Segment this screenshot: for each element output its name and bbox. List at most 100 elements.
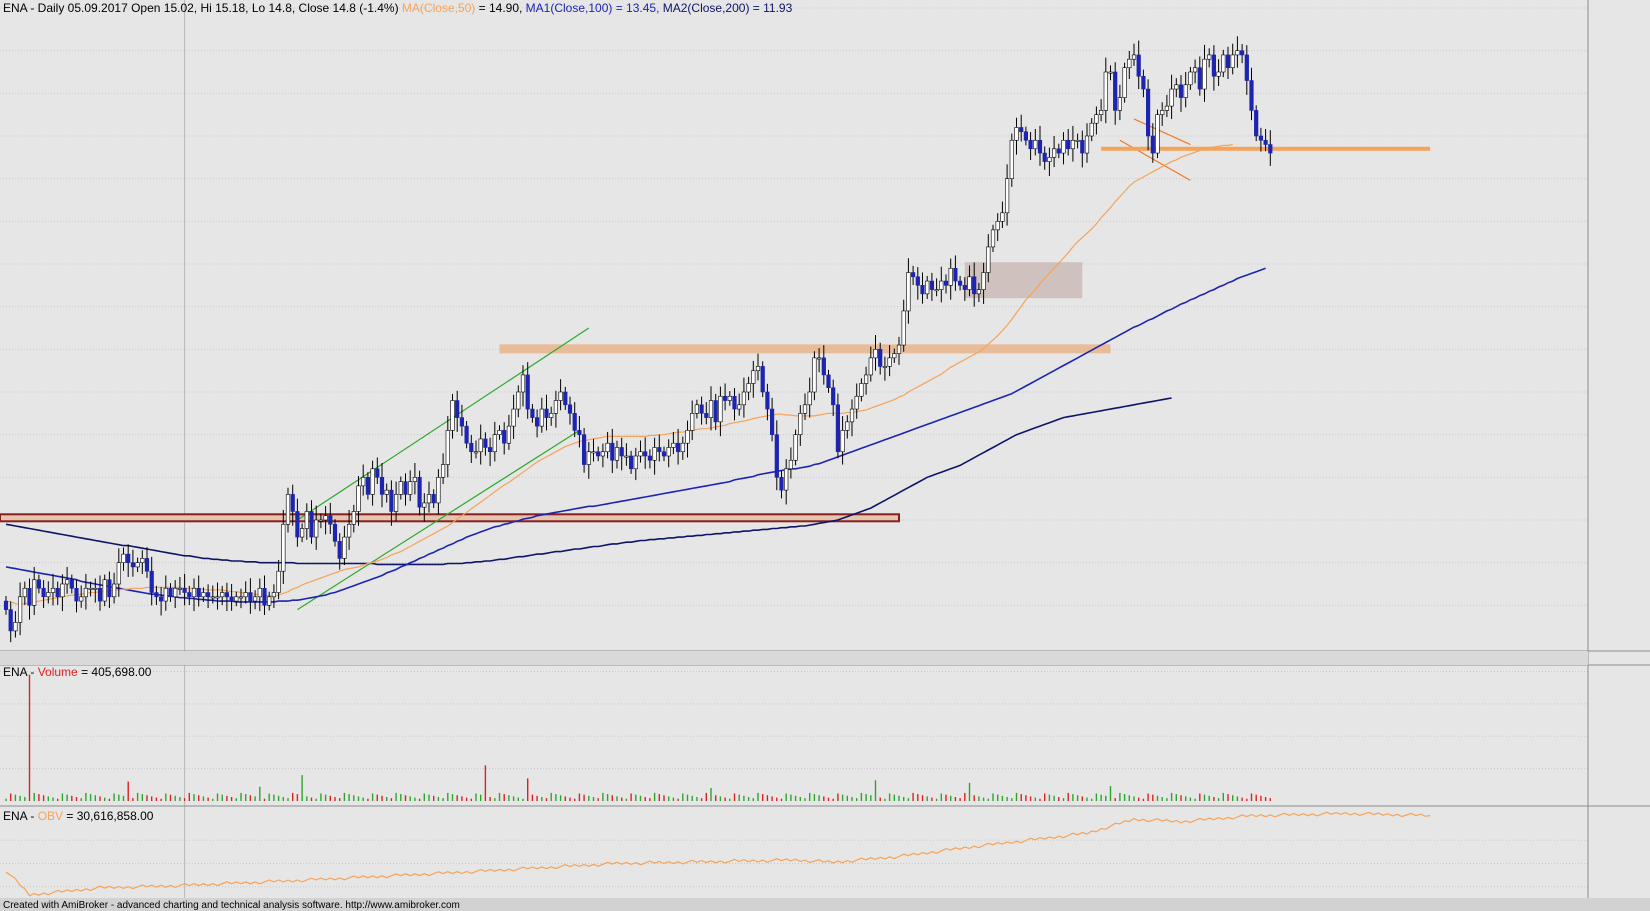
candle-up	[299, 528, 305, 538]
candle-down	[675, 442, 681, 453]
candle-up	[384, 489, 389, 495]
candle-up	[234, 596, 239, 602]
candle-down	[1037, 139, 1043, 154]
candle-down	[224, 592, 230, 598]
ma50-label: MA(Close,50)	[402, 1, 475, 15]
candle-down	[328, 515, 333, 525]
candle-down	[929, 280, 934, 290]
candle-down	[379, 477, 385, 495]
candle-up	[361, 477, 366, 487]
candle-up	[1004, 178, 1010, 214]
candle-up	[304, 511, 309, 529]
candle-down	[765, 391, 770, 410]
channel-lower	[297, 429, 580, 611]
candle-up	[727, 395, 732, 401]
candle-down	[375, 468, 380, 478]
candle-down	[187, 592, 192, 598]
candle-up	[112, 583, 117, 598]
volume-header: ENA - Volume = 405,698.00	[3, 665, 152, 679]
candle-up	[243, 592, 248, 598]
obv-header-label: OBV	[38, 809, 63, 823]
candle-down	[567, 404, 573, 414]
candle-down	[769, 408, 775, 435]
candle-down	[610, 442, 615, 461]
candle-down	[943, 280, 949, 286]
candle-up	[652, 447, 657, 461]
candle-up	[135, 562, 140, 568]
candle-down	[572, 413, 577, 431]
candle-down	[144, 558, 150, 572]
candle-up	[708, 400, 714, 418]
candle-up	[50, 587, 56, 593]
candle-up	[1207, 54, 1212, 60]
candle-up	[408, 481, 413, 495]
candle-down	[821, 357, 826, 376]
candle-up	[906, 272, 911, 312]
candle-up	[1094, 114, 1099, 124]
candle-up	[1216, 71, 1221, 77]
candle-up	[238, 596, 244, 599]
candle-down	[596, 451, 601, 457]
candle-up	[1155, 114, 1160, 154]
candle-down	[97, 587, 103, 602]
candle-up	[633, 455, 638, 470]
candle-up	[1188, 71, 1193, 86]
candle-up	[925, 280, 930, 295]
candle-down	[403, 481, 408, 495]
candle-down	[431, 494, 436, 504]
ma100-line	[5, 267, 1266, 603]
candle-up	[995, 221, 1000, 231]
candle-down	[1146, 88, 1151, 137]
candle-up	[1084, 135, 1090, 154]
candle-up	[17, 596, 23, 623]
footer-bar	[0, 898, 1650, 911]
candle-up	[445, 430, 450, 465]
candle-up	[506, 425, 512, 444]
candle-up	[798, 413, 803, 435]
candle-up	[1117, 97, 1122, 111]
candle-down	[826, 374, 831, 389]
candle-up	[65, 579, 70, 585]
candle-down	[643, 451, 648, 457]
candle-down	[1244, 54, 1249, 81]
candle-up	[614, 447, 620, 461]
candle-down	[972, 276, 977, 295]
obv-header: ENA - OBV = 30,616,858.00	[3, 809, 154, 823]
candle-down	[417, 477, 422, 508]
candle-up	[177, 587, 183, 590]
candle-up	[163, 587, 168, 602]
candle-up	[1193, 67, 1198, 73]
candle-up	[497, 430, 502, 435]
candle-down	[1028, 139, 1033, 150]
candle-up	[267, 596, 272, 606]
candle-down	[149, 570, 154, 593]
candle-up	[215, 596, 220, 599]
candle-down	[1254, 110, 1259, 137]
candle-up	[755, 366, 761, 371]
candle-up	[671, 442, 676, 448]
ma50-line	[5, 143, 1233, 606]
candle-up	[549, 413, 554, 418]
candle-down	[182, 587, 187, 593]
candle-down	[563, 391, 568, 406]
candle-up	[967, 276, 972, 290]
volume-header-prefix: ENA -	[3, 665, 38, 679]
candle-up	[1221, 54, 1226, 73]
candle-up	[271, 592, 277, 598]
candle-up	[492, 434, 497, 453]
candle-down	[469, 442, 474, 453]
candle-down	[502, 430, 507, 444]
candle-down	[1249, 80, 1254, 111]
candle-up	[737, 404, 742, 410]
y-axis-column	[1588, 0, 1650, 898]
candle-up	[788, 459, 793, 470]
candle-up	[939, 280, 944, 290]
candle-down	[1197, 67, 1202, 90]
candle-up	[281, 523, 286, 572]
candle-up	[854, 395, 859, 410]
price-header: ENA - Daily 05.09.2017 Open 15.02, Hi 15…	[3, 1, 793, 15]
candle-down	[55, 587, 60, 598]
candle-up	[591, 451, 596, 454]
